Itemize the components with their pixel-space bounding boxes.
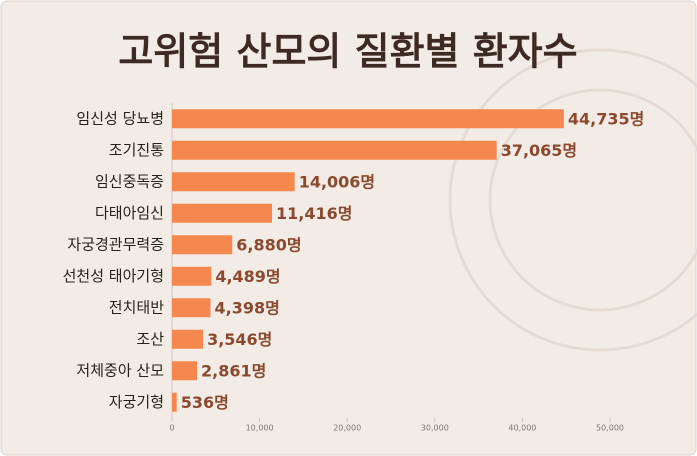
y-tick-label: 조산: [136, 330, 164, 348]
bar: [172, 140, 497, 160]
y-tick-label: 임신성 당뇨병: [76, 109, 164, 127]
value-label: 44,735명: [568, 109, 644, 128]
value-label: 4,489명: [215, 267, 280, 286]
bar: [172, 235, 233, 255]
y-tick-label: 조기진통: [109, 141, 164, 159]
value-label: 2,861명: [201, 361, 266, 380]
y-tick-label: 임신중독증: [95, 172, 164, 190]
bar: [172, 361, 198, 381]
value-label: 14,006명: [299, 172, 375, 191]
x-tick-label: 20,000: [333, 424, 361, 433]
value-label: 3,546명: [207, 330, 272, 349]
y-tick-label: 다태아임신: [95, 204, 164, 222]
value-label: 11,416명: [276, 204, 352, 223]
bar: [172, 172, 295, 192]
x-tick-label: 40,000: [508, 424, 536, 433]
value-label: 37,065명: [501, 141, 577, 160]
decoration: [488, 88, 697, 312]
y-tick-label: 자궁기형: [109, 393, 164, 411]
x-tick-label: 0: [169, 424, 174, 433]
bar: [172, 109, 564, 129]
y-tick-label: 자궁경관무력증: [67, 235, 164, 253]
y-tick-label: 저체중아 산모: [76, 361, 164, 379]
bar: [172, 392, 177, 412]
bar: [172, 266, 212, 286]
y-tick-label: 전치태반: [109, 298, 164, 316]
value-label: 4,398명: [215, 298, 280, 317]
chart-title: 고위험 산모의 질환별 환자수: [118, 30, 577, 74]
value-label: 536명: [181, 393, 229, 412]
value-label: 6,880명: [236, 235, 301, 254]
x-tick-label: 30,000: [421, 424, 449, 433]
decoration: [448, 48, 697, 352]
x-tick-label: 10,000: [246, 424, 274, 433]
bar: [172, 298, 211, 318]
bar: [172, 329, 204, 349]
y-tick-label: 선천성 태아기형: [63, 267, 164, 285]
x-tick-label: 50,000: [596, 424, 624, 433]
bar: [172, 203, 273, 223]
